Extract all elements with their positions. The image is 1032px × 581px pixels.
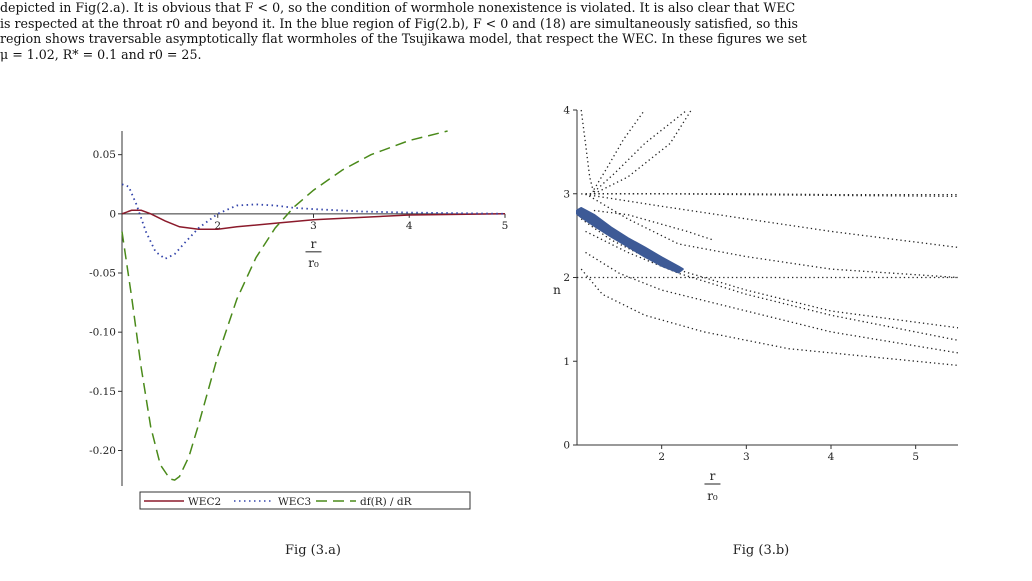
x-tick-label: 5	[912, 451, 919, 463]
fig-3b-chart: 0 1 2 3 4 2 3 4 5 n r r₀ Fig (3.b)	[553, 105, 959, 558]
contour-curve-8	[585, 193, 959, 279]
y-tick-label: 0.05	[93, 149, 116, 161]
legend: WEC2 WEC3 df(R) / dR	[139, 491, 471, 510]
x-tick-label: 4	[828, 451, 835, 463]
caption-fig-3a: Fig (3.a)	[285, 543, 341, 558]
y-tick-label: -0.15	[89, 386, 116, 398]
text-line-4: μ = 1.02, R* = 0.1 and r0 = 25.	[0, 46, 202, 62]
legend-box	[139, 491, 471, 510]
caption-fig-3b: Fig (3.b)	[733, 543, 790, 558]
contour-curve-14	[593, 209, 713, 241]
x-tick-label: 2	[214, 220, 221, 232]
y-tick-label: 1	[563, 356, 570, 368]
x-tick-label: 5	[502, 220, 509, 232]
y-tick-label: -0.05	[89, 268, 116, 280]
x-tick-label: 4	[406, 220, 413, 232]
contour-curve-13	[580, 268, 959, 367]
contour-curve-5	[585, 193, 959, 197]
contour-curve-3	[593, 109, 688, 193]
y-tick-label: -0.10	[89, 327, 116, 339]
x-tick-label: 2	[658, 451, 665, 463]
legend-label-1: WEC2	[188, 496, 221, 508]
text-line-2: is respected at the throat r0 and beyond…	[0, 15, 798, 31]
x-axis-label-denominator: r₀	[308, 256, 319, 270]
text-line-3: region shows traversable asymptotically …	[0, 31, 807, 46]
x-tick-label: 3	[310, 220, 317, 232]
fig-3a-chart: 0.05 0 -0.05 -0.10 -0.15 -0.20 2 3 4 5 r r₀ WEC2 WEC3…	[89, 130, 509, 558]
legend-label-3: df(R) / dR	[360, 496, 413, 508]
contour-curve-4	[593, 109, 692, 195]
y-tick-label: 3	[563, 188, 570, 200]
contour-curve-10	[580, 218, 959, 329]
contour-curve-7	[581, 193, 959, 249]
y-tick-label: 0	[563, 440, 570, 452]
contour-curve-11	[585, 230, 959, 341]
contour-curve-12	[585, 251, 959, 354]
contour-curve-6	[585, 193, 958, 196]
series-line-1	[121, 209, 506, 230]
legend-label-2: WEC3	[278, 496, 311, 508]
text-line-1: depicted in Fig(2.a). It is obvious that…	[0, 0, 796, 15]
series-line-3	[121, 130, 448, 481]
x-axis-label-numerator: r	[311, 237, 317, 251]
y-tick-label: 2	[563, 272, 570, 284]
x-axis-label-numerator: r	[710, 469, 716, 483]
y-tick-label: 0	[109, 208, 116, 220]
y-tick-label: 4	[563, 105, 570, 117]
x-axis-label-denominator: r₀	[707, 489, 718, 503]
body-text: depicted in Fig(2.a). It is obvious that…	[0, 0, 1028, 62]
y-axis-label: n	[553, 283, 561, 297]
contour-curve-2	[593, 109, 646, 190]
y-tick-label: -0.20	[89, 445, 116, 457]
series-line-2	[121, 183, 506, 260]
contour-curve-1	[580, 109, 595, 194]
x-tick-label: 3	[743, 451, 750, 463]
allowed-region	[576, 207, 684, 274]
